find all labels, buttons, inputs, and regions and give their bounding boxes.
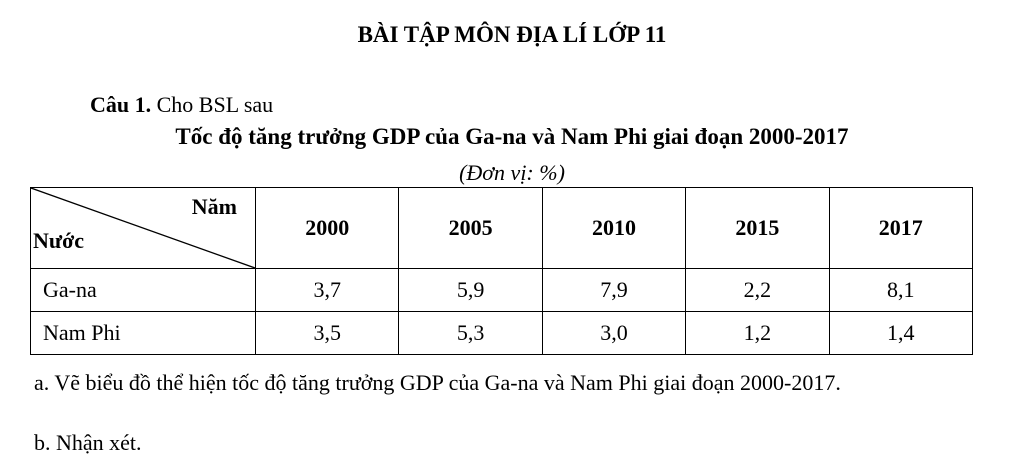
task-b-text: b. Nhận xét. [34, 430, 142, 455]
table-cell: 5,9 [398, 268, 543, 312]
page-title: BÀI TẬP MÔN ĐỊA LÍ LỚP 11 [357, 22, 667, 47]
table-cell: 8,1 [828, 268, 974, 312]
year-header: 2015 [685, 187, 830, 269]
corner-diagonal-line [31, 188, 255, 268]
year-header: 2017 [828, 187, 974, 269]
table-cell: 1,2 [685, 311, 830, 355]
country-name: Nam Phi [30, 311, 256, 355]
table-cell: 2,2 [685, 268, 830, 312]
question-heading: Câu 1. Cho BSL sau [90, 92, 273, 118]
table-cell: 7,9 [541, 268, 687, 312]
table-corner-cell: Năm Nước [30, 187, 256, 269]
year-header: 2010 [541, 187, 687, 269]
table-cell: 1,4 [828, 311, 974, 355]
table-title: Tốc độ tăng trưởng GDP của Ga-na và Nam … [175, 124, 849, 149]
gdp-growth-table: Năm Nước 2000 2005 2010 2015 2017 Ga-na … [30, 187, 974, 355]
table-row: Nam Phi 3,5 5,3 3,0 1,2 1,4 [30, 311, 974, 355]
question-number: Câu 1. [90, 92, 152, 117]
table-row: Ga-na 3,7 5,9 7,9 2,2 8,1 [30, 268, 974, 312]
corner-year-label: Năm [191, 194, 237, 219]
country-name: Ga-na [30, 268, 256, 312]
year-header: 2000 [254, 187, 400, 269]
year-header: 2005 [398, 187, 543, 269]
table-unit: (Đơn vị: %) [459, 160, 565, 185]
task-a-text: a. Vẽ biểu đồ thể hiện tốc độ tăng trưởn… [34, 370, 841, 395]
table-cell: 3,0 [541, 311, 687, 355]
corner-country-label: Nước [33, 228, 85, 253]
table-cell: 3,5 [254, 311, 400, 355]
table-header-row: Năm Nước 2000 2005 2010 2015 2017 [30, 187, 974, 269]
table-cell: 5,3 [398, 311, 543, 355]
table-cell: 3,7 [254, 268, 400, 312]
question-text: Cho BSL sau [156, 92, 274, 117]
